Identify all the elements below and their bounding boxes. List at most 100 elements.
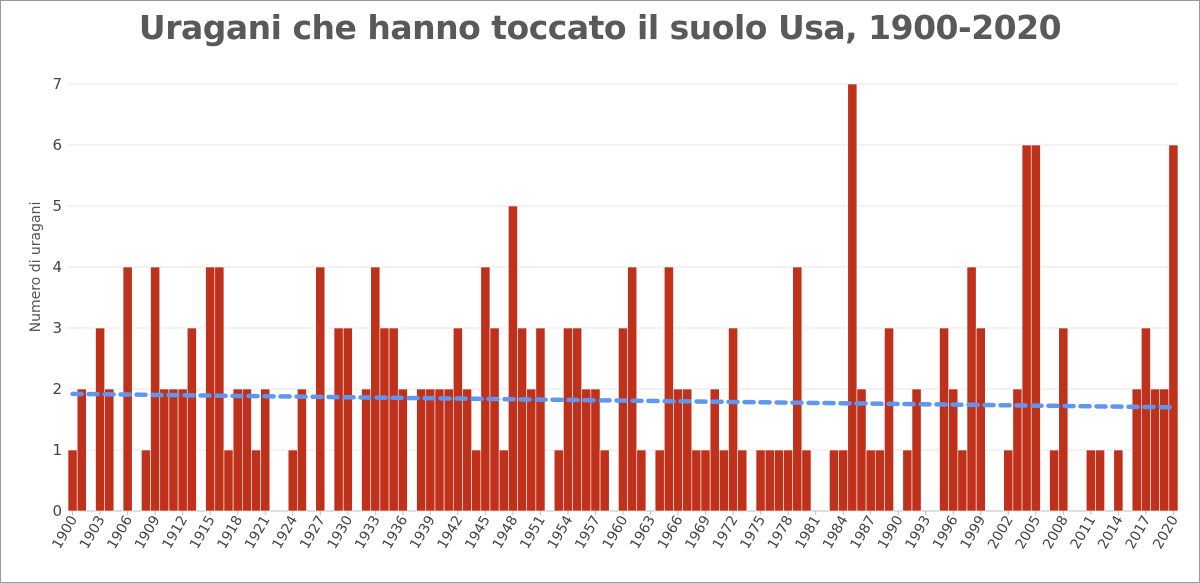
x-tick-label: 1933 (352, 513, 384, 552)
bar-1991 (902, 449, 913, 512)
bar-1915 (205, 266, 216, 512)
bar-1919 (241, 388, 252, 512)
bar-1970 (709, 388, 720, 512)
bar-1935 (388, 327, 399, 512)
x-tick-label: 2008 (1040, 513, 1072, 552)
x-tick-label: 2020 (1150, 513, 1182, 552)
x-tick-label: 1939 (407, 513, 439, 552)
y-tick-label: 0 (52, 502, 62, 520)
bars (67, 83, 1179, 512)
x-tick-label: 1915 (187, 513, 219, 552)
bar-1927 (315, 266, 326, 512)
x-tick-label: 1969 (682, 513, 714, 552)
bar-1975 (755, 449, 766, 512)
bar-1925 (297, 388, 307, 512)
bar-1999 (975, 327, 986, 512)
x-tick-label: 1936 (380, 513, 412, 552)
x-tick-label: 1987 (847, 513, 879, 552)
bar-1909 (150, 266, 161, 512)
bar-1913 (186, 327, 197, 512)
bar-1920 (251, 449, 261, 512)
bar-2007 (1049, 449, 1060, 512)
y-tick-label: 1 (52, 441, 62, 459)
x-tick-label: 1951 (517, 513, 549, 552)
y-tick-label: 7 (52, 75, 62, 93)
bar-1960 (618, 327, 628, 512)
bar-1930 (342, 327, 353, 512)
bar-1904 (104, 388, 115, 512)
y-tick-label: 6 (52, 136, 62, 154)
y-tick-label: 2 (52, 380, 62, 398)
bar-1958 (599, 449, 610, 512)
y-axis-label: Numero di uragani (28, 202, 44, 333)
x-tick-label: 1927 (297, 513, 329, 552)
bar-1962 (636, 449, 647, 512)
x-tick-label: 1993 (903, 513, 935, 552)
x-tick-label: 1975 (737, 513, 769, 552)
bar-1918 (232, 388, 243, 512)
bar-2014 (1113, 449, 1124, 512)
bar-2020 (1168, 144, 1179, 512)
bar-1995 (939, 327, 949, 512)
bar-1908 (141, 449, 151, 512)
x-tick-label: 1981 (792, 513, 824, 552)
bar-1955 (572, 327, 583, 512)
bar-2005 (1030, 144, 1041, 512)
bar-1951 (535, 327, 546, 512)
x-tick-label: 1966 (655, 513, 687, 552)
bar-1944 (471, 449, 482, 512)
bar-1996 (948, 388, 959, 512)
bar-1989 (884, 327, 894, 512)
bar-1949 (517, 327, 527, 512)
bar-1998 (966, 266, 977, 512)
x-tick-label: 1903 (77, 513, 109, 552)
x-tick-label: 1942 (435, 513, 467, 552)
x-tick-label: 1990 (875, 513, 907, 552)
bar-1956 (581, 388, 592, 512)
bar-1966 (673, 388, 683, 512)
bar-1932 (361, 388, 372, 512)
bar-1967 (682, 388, 693, 512)
trendline-path (70, 391, 1176, 410)
bar-1943 (462, 388, 472, 512)
x-tick-label: 1996 (930, 513, 962, 552)
x-tick-label: 1978 (765, 513, 797, 552)
bar-1997 (957, 449, 968, 512)
bar-1934 (379, 327, 390, 512)
bar-2004 (1021, 144, 1032, 512)
y-tick-label: 3 (52, 319, 62, 337)
x-tick-label: 1963 (627, 513, 659, 552)
chart-title: Uragani che hanno toccato il suolo Usa, … (138, 8, 1062, 47)
x-tick-label: 1972 (710, 513, 742, 552)
bar-2002 (1003, 449, 1014, 512)
x-tick-label: 2005 (1013, 513, 1045, 552)
bar-1939 (425, 388, 436, 512)
bar-1969 (700, 449, 711, 512)
x-tick-label: 1909 (132, 513, 164, 552)
x-tick-label: 1912 (159, 513, 191, 552)
bar-1924 (287, 449, 298, 512)
bar-1900 (67, 449, 78, 512)
bar-1945 (480, 266, 491, 512)
bar-1965 (663, 266, 674, 512)
bar-1973 (737, 449, 748, 512)
bar-1942 (452, 327, 463, 512)
x-tick-label: 1924 (270, 513, 302, 552)
x-tick-label: 2011 (1068, 513, 1100, 552)
bar-1936 (397, 388, 408, 512)
x-tick-label: 1945 (462, 513, 494, 552)
y-tick-label: 4 (52, 258, 62, 276)
bar-1976 (764, 449, 775, 512)
bar-1986 (856, 388, 867, 512)
bar-1954 (563, 327, 573, 512)
bar-1953 (553, 449, 564, 512)
x-tick-label: 1918 (214, 513, 246, 552)
x-axis-ticks: 1900190319061909191219151918192119241927… (49, 511, 1182, 552)
bar-1901 (76, 388, 87, 512)
bar-1980 (801, 449, 812, 512)
bar-1912 (177, 388, 188, 512)
bar-1971 (719, 449, 729, 512)
x-tick-label: 1921 (242, 513, 274, 552)
x-tick-label: 2014 (1095, 513, 1127, 552)
